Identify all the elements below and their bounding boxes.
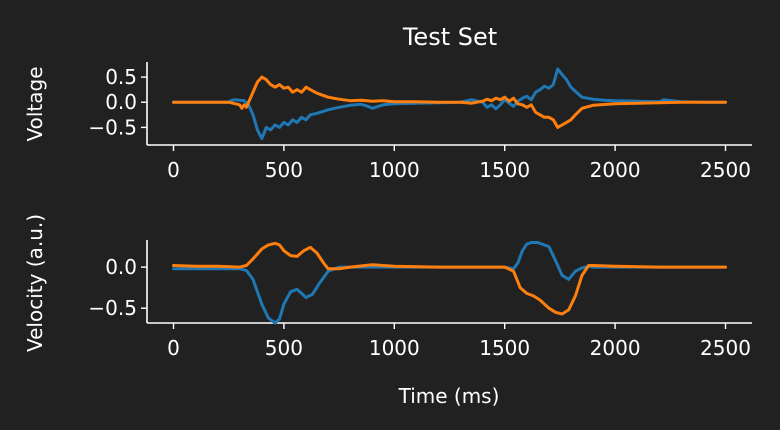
voltage-x-tick-label: 1000 [369, 158, 420, 182]
voltage-y-tick-label: 0.0 [105, 90, 137, 114]
velocity-series [172, 241, 727, 325]
velocity-x-tick-label: 0 [167, 336, 180, 360]
velocity-y-tick-label: −0.5 [88, 296, 137, 320]
chart-title: Test Set [402, 23, 497, 51]
velocity-x-tick-label: 2000 [590, 336, 641, 360]
voltage-x-tick-label: 0 [167, 158, 180, 182]
voltage-x-ticks: 0 500 1000 1500 2000 2500 [167, 145, 751, 182]
voltage-y-tick-label: −0.5 [88, 115, 137, 139]
voltage-x-tick-label: 2500 [700, 158, 751, 182]
voltage-x-tick-label: 500 [265, 158, 303, 182]
voltage-x-tick-label: 2000 [590, 158, 641, 182]
voltage-series [172, 67, 727, 140]
voltage-series-line-orange [172, 75, 727, 129]
velocity-x-tick-label: 2500 [700, 336, 751, 360]
voltage-y-ticks: 0.50.0−0.5 [88, 65, 147, 139]
velocity-x-tick-label: 1500 [479, 336, 530, 360]
voltage-y-tick-label: 0.5 [105, 65, 137, 89]
voltage-panel: Test Set Voltage 0 500 1000 1500 2000 2500 0.… [23, 23, 752, 182]
velocity-series-line-orange [172, 241, 727, 316]
velocity-y-ticks: 0.0 −0.5 [88, 255, 147, 320]
velocity-panel: Velocity (a.u.) Time (ms) 0 500 1000 1500 20… [23, 214, 752, 408]
voltage-x-tick-label: 1500 [479, 158, 530, 182]
velocity-x-tick-label: 1000 [369, 336, 420, 360]
velocity-y-axis-label: Velocity (a.u.) [23, 214, 47, 352]
voltage-y-axis-label: Voltage [23, 66, 47, 141]
velocity-x-tick-label: 500 [265, 336, 303, 360]
velocity-x-ticks: 0 500 1000 1500 2000 2500 [167, 323, 751, 360]
velocity-y-tick-label: 0.0 [105, 255, 137, 279]
velocity-x-axis-label: Time (ms) [398, 384, 500, 408]
